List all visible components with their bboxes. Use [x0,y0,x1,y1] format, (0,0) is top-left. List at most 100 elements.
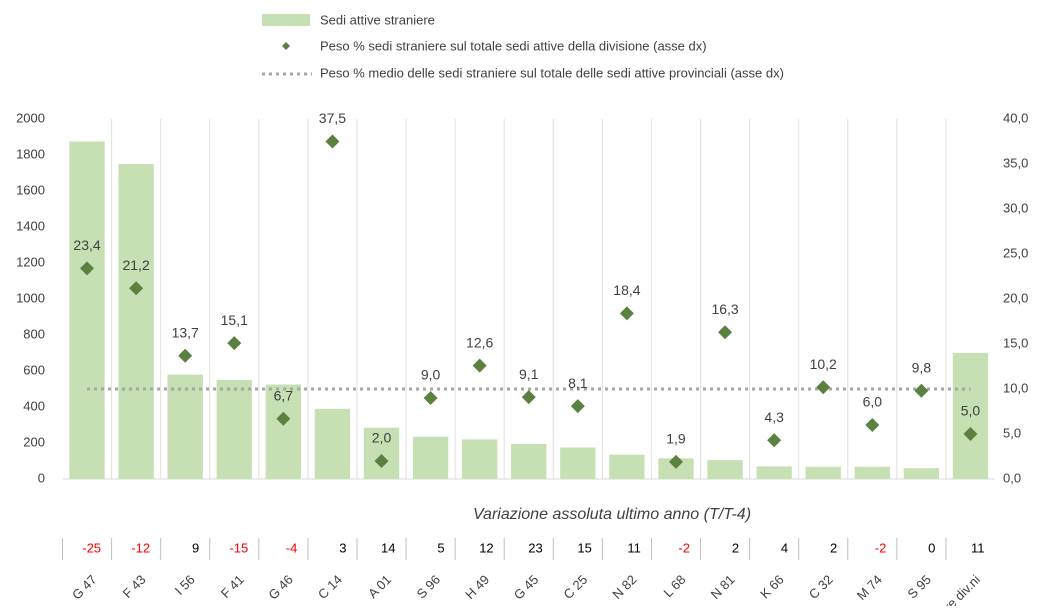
legend-label: Sedi attive straniere [320,12,435,27]
bar [854,466,890,479]
diamond-marker [816,380,831,395]
bar [707,460,743,479]
data-label: 16,3 [711,301,738,317]
y-tick-label: 200 [23,434,45,449]
bar [952,353,989,479]
y-tick-label: 1800 [16,146,45,161]
x-tick-label: N 82 [609,572,639,602]
diamond-marker [374,454,389,468]
data-label: 6,7 [274,387,294,403]
x-tick-label: A 01 [365,572,394,601]
data-label: 9,1 [519,366,539,382]
data-label: 5,0 [961,403,981,419]
variation-value: 9 [192,540,199,555]
data-label: 4,3 [764,409,784,425]
x-tick-label: K 66 [757,572,787,602]
data-label: 6,0 [863,394,883,410]
variation-value: -2 [678,540,690,555]
diamond-marker [619,306,634,321]
y2-tick-label: 25,0 [1003,245,1028,260]
variation-value: -2 [875,540,887,555]
bar [314,408,351,479]
x-tick-label: C 25 [560,572,590,602]
y2-tick-label: 30,0 [1003,200,1028,215]
data-label: 10,2 [810,356,837,372]
data-label: 37,5 [319,110,346,126]
x-tick-label: Altre div.ni [930,572,983,606]
variation-value: 11 [627,540,641,555]
x-tick-label: S 96 [414,572,444,602]
y-tick-label: 400 [23,398,45,413]
data-label: 2,0 [372,430,392,446]
x-tick-label: I 56 [172,572,198,598]
bar [69,141,105,479]
bar [756,466,792,479]
x-tick-label: N 81 [708,572,738,602]
legend-swatch [262,14,310,26]
bar [265,384,302,479]
y2-tick-label: 0,0 [1003,470,1021,485]
y-tick-label: 0 [38,470,45,485]
data-label: 15,1 [221,312,248,328]
variation-value: -4 [286,540,298,555]
diamond-marker [668,454,683,469]
variation-value: -12 [131,540,150,555]
bar [511,443,547,479]
diamond-marker [178,348,193,363]
y-tick-label: 1200 [16,254,45,269]
y-tick-label: 1400 [16,218,45,233]
data-label: 18,4 [613,282,640,298]
legend-label: Peso % medio delle sedi straniere sul to… [320,65,784,80]
variation-value: -25 [82,540,101,555]
variation-value: -15 [229,540,248,555]
table-title: Variazione assoluta ultimo anno (T/T-4) [473,506,751,523]
data-label: 23,4 [73,237,100,253]
y-tick-label: 1000 [16,290,45,305]
x-tick-label: C 32 [806,572,836,602]
diamond-marker [865,418,880,432]
variation-value: 12 [479,540,493,555]
diamond-marker [472,358,487,373]
diamond-marker [914,383,929,398]
data-label: 9,8 [912,360,932,376]
bar [216,380,252,479]
diamond-marker [570,399,585,414]
bar [805,466,841,479]
diamond-marker [767,433,782,448]
data-label: 8,1 [568,375,588,391]
diamond-marker [325,134,340,149]
x-tick-label: S 95 [904,572,934,602]
variation-value: 15 [577,540,591,555]
diamond-marker [718,325,733,340]
diamond-marker [423,391,438,405]
data-label: 12,6 [466,334,493,350]
variation-value: 11 [971,540,985,555]
bar [118,164,154,479]
bar [609,454,645,479]
data-label: 9,0 [421,367,441,383]
diamond-marker [521,390,536,405]
y2-tick-label: 15,0 [1003,335,1028,350]
variation-value: 4 [781,540,788,555]
x-tick-label: C 14 [315,572,345,602]
variation-value: 0 [928,540,935,555]
bar [462,439,498,479]
data-label: 1,9 [666,431,686,447]
x-tick-label: H 49 [462,572,492,602]
x-tick-label: G 46 [265,572,296,603]
x-tick-label: G 45 [511,572,542,603]
variation-value: 2 [732,540,739,555]
x-tick-label: L 68 [660,572,688,600]
legend-label: Peso % sedi straniere sul totale sedi at… [320,38,707,53]
variation-value: 3 [339,540,346,555]
variation-value: 14 [381,540,395,555]
x-tick-label: M 74 [854,572,885,603]
y2-tick-label: 40,0 [1003,110,1028,125]
bar [167,374,203,479]
y2-tick-label: 5,0 [1003,425,1021,440]
bar [363,427,400,479]
diamond-marker [276,411,291,426]
bar [412,436,449,479]
diamond-marker [963,427,978,441]
y-tick-label: 800 [23,326,45,341]
